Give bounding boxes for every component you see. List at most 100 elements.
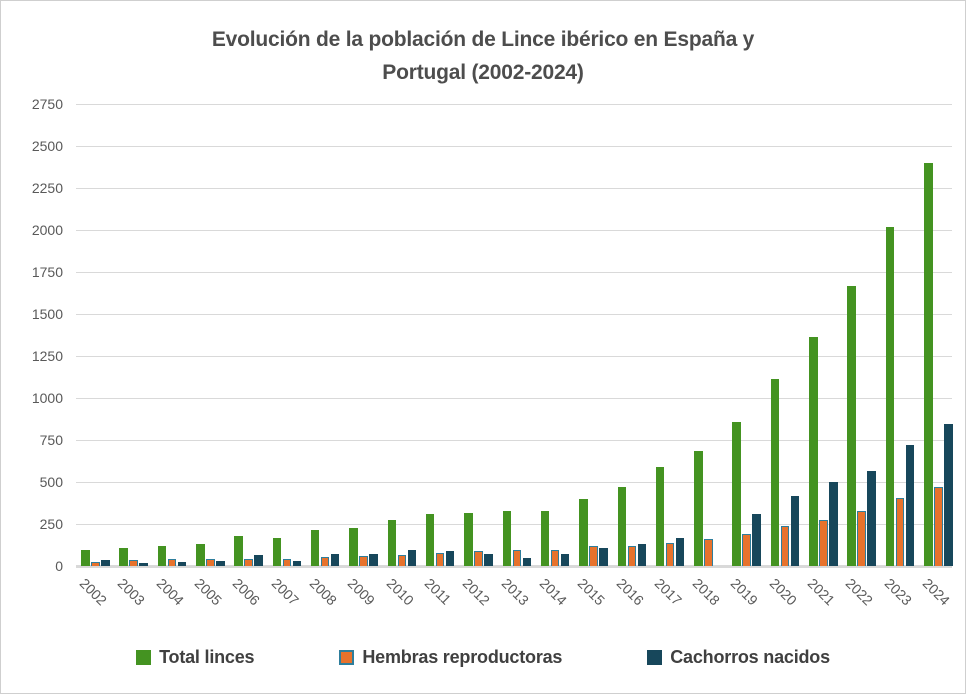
x-tick-label-2021: 2021 <box>804 575 839 609</box>
legend-label: Cachorros nacidos <box>670 647 830 667</box>
gridline <box>76 356 952 357</box>
bar-hembras-reproductoras-2010 <box>397 555 407 566</box>
bar-total-linces-2024 <box>924 162 933 566</box>
bar-hembras-reproductoras-2018 <box>704 539 713 566</box>
x-tick-label-2012: 2012 <box>459 575 494 609</box>
bar-cachorros-nacidos-2016 <box>637 543 646 566</box>
gridline <box>76 188 952 189</box>
bar-cachorros-nacidos-2015 <box>599 547 608 566</box>
bar-total-linces-2015 <box>579 499 588 566</box>
bar-cachorros-nacidos-2008 <box>330 553 340 566</box>
y-tick-label: 250 <box>39 516 63 532</box>
bar-cachorros-nacidos-2012 <box>484 553 493 566</box>
bar-cachorros-nacidos-2020 <box>790 496 800 566</box>
bar-cachorros-nacidos-2014 <box>560 554 570 566</box>
bar-hembras-reproductoras-2009 <box>359 556 368 566</box>
bar-cachorros-nacidos-2013 <box>522 558 531 566</box>
legend-item-total-linces: Total linces <box>136 647 255 668</box>
chart-title-line1: Evolución de la población de Lince ibéri… <box>211 28 755 51</box>
x-tick-label-2010: 2010 <box>383 575 417 609</box>
x-tick-label-2011: 2011 <box>421 575 455 608</box>
chart-title: Evolución de la población de Lince ibéri… <box>1 23 965 89</box>
bar-cachorros-nacidos-2006 <box>254 555 263 566</box>
x-tick-label-2015: 2015 <box>574 575 609 609</box>
legend-label: Total linces <box>159 647 255 667</box>
x-tick-label-2017: 2017 <box>651 575 685 609</box>
bar-total-linces-2020 <box>770 379 780 566</box>
bar-total-linces-2018 <box>694 450 703 566</box>
y-tick-label: 2250 <box>31 180 63 196</box>
bar-hembras-reproductoras-2014 <box>550 550 560 566</box>
y-tick-label: 750 <box>39 432 63 448</box>
bar-hembras-reproductoras-2006 <box>244 559 253 566</box>
x-tick-label-2009: 2009 <box>344 575 379 609</box>
bar-total-linces-2019 <box>732 422 741 566</box>
bar-hembras-reproductoras-2002 <box>91 561 100 566</box>
bar-total-linces-2004 <box>157 545 167 566</box>
legend-swatch-icon <box>136 650 152 665</box>
bar-total-linces-2021 <box>809 336 818 566</box>
gridline <box>76 104 952 105</box>
bar-total-linces-2006 <box>234 536 243 566</box>
bar-hembras-reproductoras-2020 <box>780 526 790 566</box>
bar-cachorros-nacidos-2019 <box>752 513 761 566</box>
x-tick-label-2005: 2005 <box>191 575 226 609</box>
gridline <box>76 440 952 441</box>
gridline <box>76 272 952 273</box>
bar-hembras-reproductoras-2019 <box>742 534 751 566</box>
bar-cachorros-nacidos-2017 <box>675 537 685 566</box>
bar-total-linces-2013 <box>502 510 511 566</box>
bar-total-linces-2014 <box>540 511 550 566</box>
bar-cachorros-nacidos-2024 <box>944 423 953 566</box>
bar-hembras-reproductoras-2012 <box>474 551 483 566</box>
x-tick-label-2023: 2023 <box>881 575 915 609</box>
y-tick-label: 1250 <box>31 348 63 364</box>
bar-total-linces-2007 <box>272 538 282 566</box>
bar-cachorros-nacidos-2021 <box>829 481 838 566</box>
bar-hembras-reproductoras-2011 <box>435 552 445 566</box>
bar-hembras-reproductoras-2023 <box>895 497 905 566</box>
legend-swatch-icon <box>339 650 355 665</box>
bar-total-linces-2003 <box>119 548 128 566</box>
gridline <box>76 398 952 399</box>
bar-hembras-reproductoras-2013 <box>512 549 521 566</box>
bar-total-linces-2022 <box>847 285 856 566</box>
bar-hembras-reproductoras-2004 <box>167 559 177 566</box>
legend-item-hembras-reproductoras: Hembras reproductoras <box>339 647 562 668</box>
y-tick-label: 2750 <box>31 96 63 112</box>
legend-label: Hembras reproductoras <box>362 647 563 667</box>
bar-cachorros-nacidos-2011 <box>445 550 455 566</box>
gridline <box>76 146 952 147</box>
x-tick-label-2006: 2006 <box>229 575 264 609</box>
bar-hembras-reproductoras-2016 <box>627 545 636 566</box>
bar-hembras-reproductoras-2008 <box>320 557 330 566</box>
bar-cachorros-nacidos-2003 <box>139 563 148 566</box>
bar-total-linces-2002 <box>81 550 90 566</box>
bar-cachorros-nacidos-2009 <box>369 553 378 566</box>
y-tick-label: 1750 <box>31 264 63 280</box>
x-tick-label-2018: 2018 <box>689 575 724 609</box>
x-tick-label-2016: 2016 <box>613 575 647 609</box>
x-tick-label-2013: 2013 <box>498 575 532 609</box>
bar-hembras-reproductoras-2022 <box>857 511 866 566</box>
x-tick-label-2007: 2007 <box>268 575 302 609</box>
bar-hembras-reproductoras-2015 <box>589 545 598 566</box>
y-tick-label: 1000 <box>31 390 63 406</box>
bar-hembras-reproductoras-2017 <box>665 543 675 566</box>
x-tick-label-2024: 2024 <box>919 575 954 609</box>
x-axis-line <box>76 565 952 568</box>
gridline <box>76 230 952 231</box>
bar-hembras-reproductoras-2005 <box>206 558 215 566</box>
y-tick-label: 1500 <box>31 306 63 322</box>
x-tick-label-2014: 2014 <box>536 575 570 609</box>
y-tick-label: 500 <box>39 474 63 490</box>
x-tick-label-2008: 2008 <box>306 575 340 609</box>
bar-cachorros-nacidos-2004 <box>177 561 187 566</box>
bar-hembras-reproductoras-2024 <box>934 487 943 566</box>
bar-total-linces-2009 <box>349 528 358 566</box>
bar-total-linces-2010 <box>387 519 397 566</box>
chart-title-line2: Portugal (2002-2024) <box>382 61 584 84</box>
x-tick-label-2004: 2004 <box>153 575 187 609</box>
x-tick-label-2022: 2022 <box>843 575 877 609</box>
